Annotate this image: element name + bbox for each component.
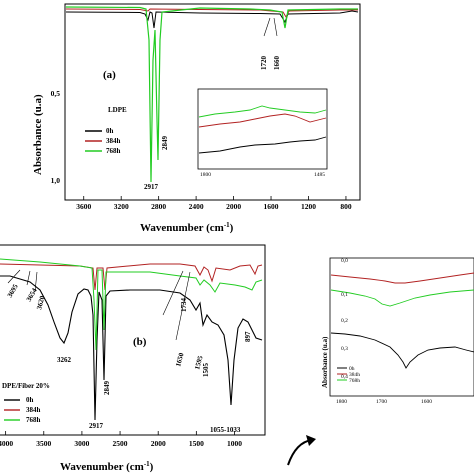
panel-a-annotation-2849: 2849 [161, 136, 169, 151]
panel-b-annotation-1055-1033: 1055-1033 [210, 426, 241, 434]
panel-b-xtick-2: 3000 [74, 439, 89, 448]
panel-b-legend-768h: 768h [26, 416, 41, 424]
panel-a-frame [64, 3, 361, 201]
panel-b: 3695 3654 3620 3262 2917 2849 1734 1650 … [0, 244, 266, 473]
panel-c-xtick-1: 1700 [376, 399, 387, 405]
panel-a: 2917 2849 1720 1660 (a) LDPE 0h 384h 768… [32, 3, 361, 234]
panel-a-inset-series-768h [198, 105, 327, 118]
panel-b-xtick-0: 4000 [0, 439, 13, 448]
panel-b-annotation-3695: 3695 [6, 282, 20, 299]
panel-a-legend-384h: 384h [106, 137, 121, 145]
panel-b-legend-title: DPE/Fiber 20% [2, 382, 50, 390]
panel-a-xtick-1: 3200 [114, 202, 129, 211]
panel-c-legend-0h: 0h [349, 366, 355, 372]
panel-c-ytick-4: 0,4 [341, 374, 348, 380]
panel-b-xtick-5: 1500 [189, 439, 204, 448]
panel-c-ytick-3: 0,3 [341, 346, 348, 352]
panel-a-xtick-2: 2800 [151, 202, 166, 211]
panel-b-xlabel: Wavenumber (cm-1) [60, 460, 154, 473]
panel-a-xtick-7: 800 [340, 202, 352, 211]
panel-a-legend-title: LDPE [108, 106, 127, 114]
panel-a-xtick-5: 1600 [264, 202, 279, 211]
panel-b-annotation-1595: 1595 [193, 354, 204, 370]
panel-b-xtick-6: 1000 [227, 439, 242, 448]
panel-b-xticks: 4000 3500 3000 2500 2000 1500 1000 [0, 431, 242, 448]
panel-c-ylabel: Absorbance (u.a) [321, 336, 329, 388]
panel-b-annotation-2917: 2917 [89, 422, 104, 430]
panel-b-series-0h [0, 275, 263, 421]
curved-arrow-head [306, 435, 316, 446]
panel-c: 0,0 0,1 0,2 0,3 0,4 Absorbance (u.a) 180… [321, 257, 474, 405]
panel-c-series-768h [330, 289, 474, 307]
panel-b-frame [0, 244, 266, 436]
panel-b-series-384h [0, 263, 263, 291]
panel-b-xtick-1: 3500 [36, 439, 51, 448]
panel-a-annotation-2917: 2917 [144, 183, 159, 191]
panel-a-annotation-1720: 1720 [260, 56, 268, 71]
panel-b-annotation-1505: 1505 [202, 363, 210, 378]
panel-a-arrow-1720 [263, 17, 271, 37]
panel-a-ylabel: Absorbance (u.a) [32, 94, 44, 175]
panel-c-xtick-2: 1600 [421, 399, 432, 405]
panel-a-xlabel: Wavenumber (cm-1) [140, 221, 234, 234]
panel-b-arrow-3695 [7, 269, 21, 284]
panel-a-xtick-0: 3600 [76, 202, 91, 211]
panel-b-arrow-3654 [26, 270, 31, 286]
panel-a-inset-frame [197, 88, 328, 170]
panel-b-legend-384h: 384h [26, 406, 41, 414]
panel-b-series-768h [0, 258, 263, 351]
panel-c-ytick-0: 0,0 [341, 258, 348, 264]
panel-b-annotation-897: 897 [244, 331, 252, 342]
panel-b-xtick-3: 2500 [113, 439, 128, 448]
panel-a-ytick-1: 1,0 [51, 176, 61, 185]
panel-c-series-0h [330, 332, 474, 369]
panel-a-inset-series-384h [198, 113, 327, 128]
panel-c-ytick-1: 0,1 [341, 292, 348, 298]
panel-c-series-384h [330, 272, 474, 284]
panel-b-annotation-3620: 3620 [35, 294, 46, 310]
panel-c-ytick-2: 0,2 [341, 318, 348, 324]
panel-a-inset-series-0h [198, 136, 327, 154]
panel-b-annotation-1734: 1734 [180, 298, 188, 313]
panel-b-annotation-3262: 3262 [57, 356, 72, 364]
panel-c-xtick-0: 1800 [336, 399, 347, 405]
panel-a-xticks: 3600 3200 2800 2400 2000 1600 1200 800 [76, 196, 352, 211]
panel-c-legend-384h: 384h [349, 372, 360, 378]
panel-b-arrow-1650 [175, 271, 191, 341]
panel-b-xtick-4: 2000 [151, 439, 166, 448]
panel-b-arrow-3620 [34, 271, 38, 293]
panel-a-arrow-1660 [273, 17, 278, 37]
panel-b-arrow-1734 [162, 270, 184, 316]
panel-a-inset-xend: 1485 [314, 172, 325, 178]
panel-a-annotation-1660: 1660 [273, 56, 281, 71]
panel-a-series-0h [65, 10, 359, 29]
panel-b-legend-0h: 0h [26, 396, 34, 404]
panel-a-legend-0h: 0h [106, 127, 114, 135]
panel-c-legend-768h: 768h [349, 378, 360, 384]
panel-b-annotation-1650: 1650 [174, 351, 185, 367]
panel-a-inset-xstart: 1800 [200, 172, 211, 178]
panel-a-inset: 1800 1485 [197, 88, 328, 178]
panel-a-xtick-4: 2000 [226, 202, 241, 211]
panel-b-annotation-2849: 2849 [103, 381, 111, 396]
panel-a-xtick-3: 2400 [189, 202, 204, 211]
panel-a-xtick-6: 1200 [301, 202, 316, 211]
panel-a-series-768h [65, 6, 358, 183]
panel-a-legend-768h: 768h [106, 147, 121, 155]
panel-c-frame [329, 257, 474, 397]
panel-a-ytick-0: 0,5 [51, 89, 61, 98]
panel-a-label: (a) [103, 69, 116, 81]
panel-b-label: (b) [133, 336, 147, 348]
